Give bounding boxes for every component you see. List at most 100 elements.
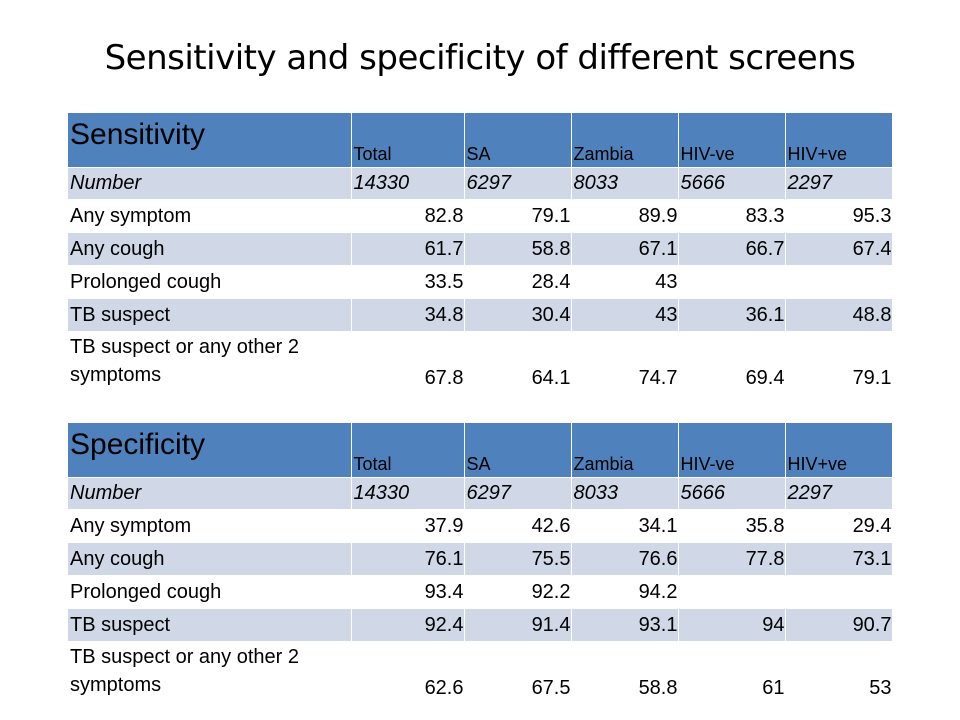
- table-row: Any symptom 82.8 79.1 89.9 83.3 95.3: [68, 199, 893, 233]
- row-label: Number: [68, 167, 352, 200]
- cell-value: 61: [678, 641, 786, 704]
- table-header-row: Specificity Total SA Zambia HIV-ve HIV+v…: [68, 423, 893, 478]
- cell-value: 2297: [785, 167, 893, 200]
- cell-value: 2297: [785, 477, 893, 510]
- column-header-hiv-positive: HIV+ve: [785, 113, 893, 168]
- table-row: TB suspect or any other 2 symptoms 67.8 64…: [68, 331, 893, 394]
- cell-value: [678, 575, 786, 609]
- cell-value: 53: [785, 641, 893, 704]
- cell-value: 93.1: [571, 608, 679, 642]
- cell-value: 77.8: [678, 542, 786, 576]
- row-label: Any symptom: [68, 509, 352, 543]
- cell-value: 66.7: [678, 232, 786, 266]
- slide-title: Sensitivity and specificity of different…: [104, 38, 856, 78]
- table-row: TB suspect or any other 2 symptoms 62.6 67…: [68, 641, 893, 704]
- cell-value: 95.3: [785, 199, 893, 233]
- cell-value: 37.9: [351, 509, 465, 543]
- cell-value: 69.4: [678, 331, 786, 394]
- cell-value: 94.2: [571, 575, 679, 609]
- cell-value: 62.6: [351, 641, 465, 704]
- cell-value: 34.8: [351, 298, 465, 332]
- cell-value: 6297: [464, 167, 572, 200]
- cell-value: 43: [571, 265, 679, 299]
- table-row: Number 14330 6297 8033 5666 2297: [68, 167, 893, 200]
- table-row: Number 14330 6297 8033 5666 2297: [68, 477, 893, 510]
- cell-value: 75.5: [464, 542, 572, 576]
- cell-value: 33.5: [351, 265, 465, 299]
- row-label: Number: [68, 477, 352, 510]
- cell-value: 35.8: [678, 509, 786, 543]
- cell-value: [785, 575, 893, 609]
- cell-value: 28.4: [464, 265, 572, 299]
- cell-value: 92.2: [464, 575, 572, 609]
- cell-value: 8033: [571, 477, 679, 510]
- table-row: Prolonged cough 33.5 28.4 43: [68, 265, 893, 299]
- cell-value: 67.4: [785, 232, 893, 266]
- specificity-table: Specificity Total SA Zambia HIV-ve HIV+v…: [68, 423, 893, 704]
- row-label: Prolonged cough: [68, 265, 352, 299]
- row-label: TB suspect: [68, 298, 352, 332]
- cell-value: 94: [678, 608, 786, 642]
- cell-value: 58.8: [571, 641, 679, 704]
- column-header-zambia: Zambia: [571, 113, 679, 168]
- column-header-zambia: Zambia: [571, 423, 679, 478]
- cell-value: 29.4: [785, 509, 893, 543]
- cell-value: 79.1: [464, 199, 572, 233]
- cell-value: 43: [571, 298, 679, 332]
- cell-value: 74.7: [571, 331, 679, 394]
- cell-value: 91.4: [464, 608, 572, 642]
- cell-value: 48.8: [785, 298, 893, 332]
- row-label: Prolonged cough: [68, 575, 352, 609]
- cell-value: 58.8: [464, 232, 572, 266]
- cell-value: 67.5: [464, 641, 572, 704]
- cell-value: 5666: [678, 477, 786, 510]
- column-header-hiv-positive: HIV+ve: [785, 423, 893, 478]
- table-row: Any symptom 37.9 42.6 34.1 35.8 29.4: [68, 509, 893, 543]
- cell-value: 34.1: [571, 509, 679, 543]
- cell-value: 36.1: [678, 298, 786, 332]
- table-row: Any cough 61.7 58.8 67.1 66.7 67.4: [68, 232, 893, 266]
- table-row: Prolonged cough 93.4 92.2 94.2: [68, 575, 893, 609]
- cell-value: 89.9: [571, 199, 679, 233]
- cell-value: 6297: [464, 477, 572, 510]
- table-header-row: Sensitivity Total SA Zambia HIV-ve HIV+v…: [68, 113, 893, 168]
- cell-value: 14330: [351, 477, 465, 510]
- column-header-hiv-negative: HIV-ve: [678, 113, 786, 168]
- row-label: Any cough: [68, 232, 352, 266]
- column-header-total: Total: [351, 423, 465, 478]
- column-header-sa: SA: [464, 423, 572, 478]
- cell-value: 14330: [351, 167, 465, 200]
- table-row: Any cough 76.1 75.5 76.6 77.8 73.1: [68, 542, 893, 576]
- cell-value: 92.4: [351, 608, 465, 642]
- table-row: TB suspect 34.8 30.4 43 36.1 48.8: [68, 298, 893, 332]
- cell-value: 61.7: [351, 232, 465, 266]
- cell-value: 42.6: [464, 509, 572, 543]
- row-label: Any symptom: [68, 199, 352, 233]
- row-label: TB suspect or any other 2 symptoms: [68, 331, 352, 394]
- cell-value: 76.1: [351, 542, 465, 576]
- cell-value: [678, 265, 786, 299]
- cell-value: 64.1: [464, 331, 572, 394]
- cell-value: 73.1: [785, 542, 893, 576]
- cell-value: 76.6: [571, 542, 679, 576]
- cell-value: 90.7: [785, 608, 893, 642]
- table-row: TB suspect 92.4 91.4 93.1 94 90.7: [68, 608, 893, 642]
- sensitivity-table: Sensitivity Total SA Zambia HIV-ve HIV+v…: [68, 113, 893, 394]
- table-heading: Sensitivity: [68, 113, 352, 168]
- column-header-hiv-negative: HIV-ve: [678, 423, 786, 478]
- row-label: Any cough: [68, 542, 352, 576]
- cell-value: 79.1: [785, 331, 893, 394]
- column-header-sa: SA: [464, 113, 572, 168]
- cell-value: 8033: [571, 167, 679, 200]
- row-label: TB suspect: [68, 608, 352, 642]
- cell-value: 82.8: [351, 199, 465, 233]
- cell-value: 93.4: [351, 575, 465, 609]
- table-heading: Specificity: [68, 423, 352, 478]
- cell-value: 30.4: [464, 298, 572, 332]
- cell-value: 83.3: [678, 199, 786, 233]
- cell-value: 67.1: [571, 232, 679, 266]
- cell-value: 5666: [678, 167, 786, 200]
- cell-value: [785, 265, 893, 299]
- row-label: TB suspect or any other 2 symptoms: [68, 641, 352, 704]
- column-header-total: Total: [351, 113, 465, 168]
